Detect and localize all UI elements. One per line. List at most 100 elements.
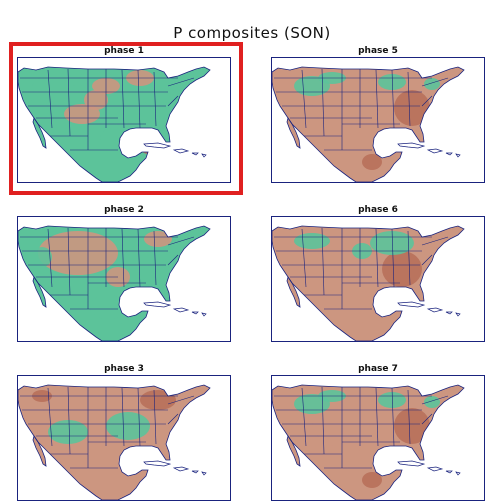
island	[143, 460, 172, 467]
panel-phase-5: phase 5	[271, 46, 485, 186]
state-border	[301, 387, 307, 447]
state-border	[167, 77, 195, 87]
island	[201, 312, 207, 317]
state-border	[167, 95, 179, 107]
precip-anomaly-dry	[286, 98, 306, 118]
state-border	[47, 387, 53, 447]
island	[397, 460, 426, 467]
precip-anomaly-dry	[38, 231, 118, 275]
coastline	[272, 66, 465, 182]
island	[143, 142, 172, 149]
precip-anomaly-wet	[28, 98, 48, 122]
island	[455, 312, 461, 317]
precip-anomaly-wet	[48, 420, 88, 444]
state-border	[167, 236, 195, 246]
precip-anomaly-dry	[84, 90, 108, 110]
state-border	[121, 387, 125, 447]
state-border	[137, 387, 141, 447]
state-border	[47, 69, 53, 129]
precip-map	[18, 66, 211, 182]
coastline	[18, 66, 211, 182]
precip-map	[272, 384, 465, 500]
map-phase-5	[271, 57, 485, 183]
state-border	[47, 228, 53, 288]
map-phase-2	[17, 216, 231, 342]
state-border	[375, 228, 379, 288]
state-border	[67, 386, 71, 455]
panel-phase-3: phase 3	[17, 364, 231, 504]
island	[397, 301, 426, 308]
island	[397, 142, 426, 149]
state-border	[167, 413, 179, 425]
island	[455, 471, 461, 476]
panel-label: phase 3	[104, 364, 144, 374]
island	[201, 471, 207, 476]
precip-anomaly-dry	[140, 390, 176, 410]
island	[426, 466, 444, 472]
precip-anomaly-wet	[68, 74, 88, 86]
state-border	[407, 230, 411, 286]
island	[191, 311, 199, 315]
state-border	[407, 71, 411, 127]
precip-anomaly-dry	[382, 251, 422, 287]
state-border	[421, 77, 449, 87]
coastline	[286, 117, 301, 149]
island	[172, 148, 190, 154]
island	[445, 470, 453, 474]
map-phase-7	[271, 375, 485, 501]
state-border	[137, 228, 141, 288]
state-border	[375, 387, 379, 447]
precip-anomaly-dry	[286, 416, 306, 436]
state-border	[421, 95, 433, 107]
map-phase-3	[17, 375, 231, 501]
state-border	[407, 389, 411, 445]
precip-anomaly-dry	[360, 319, 384, 335]
precip-anomaly-dry	[362, 154, 382, 170]
state-border	[421, 395, 449, 405]
state-border	[421, 236, 449, 246]
precip-anomaly-wet	[100, 128, 128, 148]
island	[445, 311, 453, 315]
state-border	[67, 68, 71, 137]
state-border	[375, 69, 379, 129]
state-border	[153, 389, 157, 445]
map-phase-6	[271, 216, 485, 342]
state-border	[301, 228, 307, 288]
state-border	[321, 68, 325, 137]
precip-anomaly-wet	[142, 80, 174, 108]
state-border	[121, 69, 125, 129]
state-border	[391, 387, 395, 447]
coastline	[32, 276, 47, 308]
precip-anomaly-dry	[144, 231, 172, 247]
island	[191, 152, 199, 156]
precip-anomaly-dry	[394, 408, 430, 444]
coastline	[272, 225, 465, 341]
panel-label: phase 6	[358, 205, 398, 215]
panel-label: phase 2	[104, 205, 144, 215]
state-border	[167, 254, 179, 266]
island	[426, 148, 444, 154]
panel-label: phase 7	[358, 364, 398, 374]
precip-anomaly-wet	[32, 247, 52, 267]
figure-title: P composites (SON)	[173, 24, 331, 42]
panel-label: phase 5	[358, 46, 398, 56]
state-border	[421, 254, 433, 266]
state-border	[167, 395, 195, 405]
state-border	[391, 69, 395, 129]
island	[426, 307, 444, 313]
state-border	[137, 69, 141, 129]
precip-map	[272, 66, 465, 182]
map-phase-1	[17, 57, 231, 183]
precip-map	[18, 384, 211, 500]
state-border	[67, 227, 71, 296]
precip-anomaly-wet	[424, 78, 440, 90]
precip-anomaly-wet	[424, 396, 440, 408]
state-border	[153, 230, 157, 286]
state-border	[391, 228, 395, 288]
panel-phase-7: phase 7	[271, 364, 485, 504]
state-border	[301, 69, 307, 129]
island	[172, 466, 190, 472]
state-border	[121, 228, 125, 288]
island	[201, 153, 207, 158]
island	[172, 307, 190, 313]
